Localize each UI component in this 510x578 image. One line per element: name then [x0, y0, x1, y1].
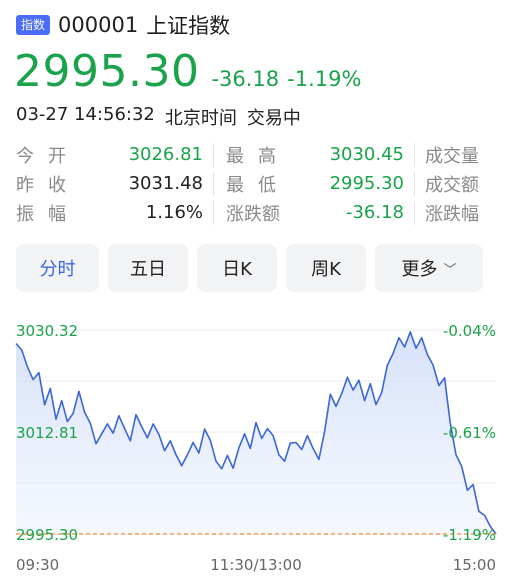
tab-daily-k[interactable]: 日K	[197, 244, 277, 292]
tab-label: 日K	[222, 259, 252, 280]
stat-label-change: 涨跌额	[226, 203, 280, 225]
tab-label: 周K	[311, 259, 341, 280]
stat-label-turnover: 成交额	[425, 174, 479, 196]
y-tick-label: 2995.30	[16, 526, 78, 544]
pct-tick-label: -0.04%	[443, 322, 496, 340]
divider	[414, 142, 415, 167]
tab-more[interactable]: 更多 ﹀	[375, 244, 483, 292]
divider	[414, 200, 415, 225]
divider	[213, 171, 214, 196]
stat-label-change-pct: 涨跌幅	[425, 203, 479, 225]
header: 指数 000001 上证指数	[16, 10, 230, 40]
tab-weekly-k[interactable]: 周K	[286, 244, 366, 292]
stat-label-prev-close: 昨收	[16, 174, 80, 196]
stat-label-high: 最高	[226, 145, 290, 167]
stats-grid: 今开 3026.81 最高 3030.45 成交量 昨收 3031.48 最低 …	[16, 140, 502, 227]
stat-value-open: 3026.81	[128, 144, 203, 165]
stat-label-volume: 成交量	[425, 145, 479, 167]
pct-tick-label: -0.61%	[443, 424, 496, 442]
pct-tick-label: -1.19%	[443, 526, 496, 544]
status-row: 03-27 14:56:32 北京时间 交易中	[16, 104, 301, 130]
x-tick-label: 11:30/13:00	[210, 556, 302, 574]
tab-label: 更多	[401, 259, 438, 280]
stats-row: 振幅 1.16% 涨跌额 -36.18 涨跌幅	[16, 198, 502, 227]
divider	[213, 200, 214, 225]
price-line	[15, 331, 497, 535]
stat-value-change: -36.18	[345, 202, 404, 223]
divider	[213, 142, 214, 167]
stats-row: 昨收 3031.48 最低 2995.30 成交额	[16, 169, 502, 198]
trading-state: 交易中	[246, 108, 301, 129]
intraday-chart[interactable]: 3030.32 3012.81 2995.30 -0.04% -0.61% -1.19% 0…	[0, 312, 510, 578]
tab-label: 分时	[39, 259, 76, 280]
tab-five-day[interactable]: 五日	[108, 244, 188, 292]
price-change-percent: -1.19%	[287, 67, 362, 91]
timezone-label: 北京时间	[164, 108, 237, 129]
stat-value-low: 2995.30	[329, 173, 404, 194]
index-name: 上证指数	[146, 14, 231, 38]
price-area-fill	[16, 331, 496, 534]
quote-datetime: 03-27 14:56:32	[16, 104, 155, 125]
last-price: 2995.30	[14, 46, 200, 97]
price-change: -36.18	[211, 67, 280, 91]
index-tag: 指数	[16, 15, 51, 35]
x-tick-label: 09:30	[16, 556, 59, 574]
stat-value-prev-close: 3031.48	[128, 173, 203, 194]
tab-label: 五日	[130, 259, 166, 280]
divider	[414, 171, 415, 196]
tab-intraday[interactable]: 分时	[16, 244, 99, 292]
stat-label-amplitude: 振幅	[16, 203, 80, 225]
stat-label-open: 今开	[16, 145, 80, 167]
x-tick-label: 15:00	[453, 556, 496, 574]
quote-row: 2995.30 -36.18 -1.19%	[14, 46, 361, 97]
index-code: 000001	[58, 13, 139, 37]
y-tick-label: 3030.32	[16, 322, 78, 340]
y-tick-label: 3012.81	[16, 424, 78, 442]
chevron-down-icon: ﹀	[443, 262, 457, 278]
stats-row: 今开 3026.81 最高 3030.45 成交量	[16, 140, 502, 169]
stat-label-low: 最低	[226, 174, 290, 196]
stat-value-high: 3030.45	[329, 144, 404, 165]
stat-value-amplitude: 1.16%	[145, 202, 203, 223]
period-tabs: 分时 五日 日K 周K 更多 ﹀	[16, 244, 483, 292]
